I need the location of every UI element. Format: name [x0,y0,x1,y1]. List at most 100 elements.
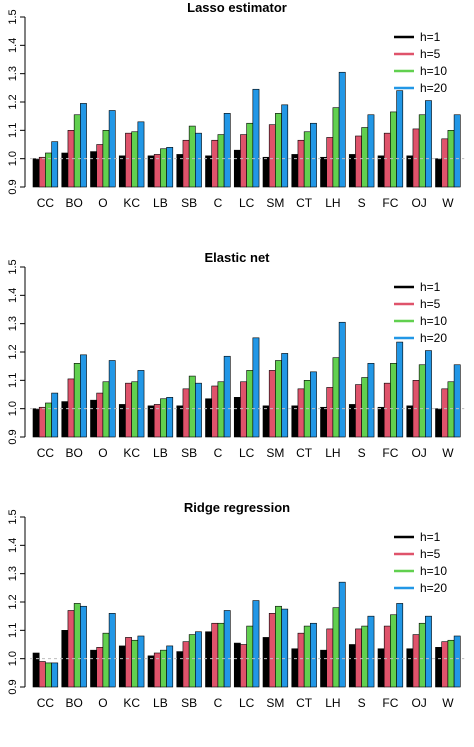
bar [390,111,397,188]
y-tick-label: 0.9 [7,179,19,194]
bar [240,644,247,688]
x-tick-label: SB [181,696,197,710]
chart-title: Ridge regression [184,500,290,515]
bar [396,603,404,688]
bar [38,156,46,188]
bar [233,642,241,688]
bar [252,600,260,688]
bar [338,71,346,188]
bar [406,648,414,688]
x-tick-label: SM [266,696,284,710]
bar [108,613,116,688]
bar [361,625,369,688]
bar [281,353,289,438]
x-tick-label: CC [37,696,55,710]
bar [205,631,212,688]
bar [233,397,241,438]
bar [268,613,276,688]
bar [310,122,317,188]
bar [268,370,276,438]
bar [383,132,391,188]
chart-panel: Ridge regression CC BO O KC LB SB C LC SM CT LH S FC O… [7,500,465,710]
bar [90,649,97,688]
bar [390,614,397,688]
bar [217,381,225,438]
bar [118,404,126,438]
y-tick-label: 1.2 [7,344,19,359]
bar [73,114,81,188]
bar [166,147,174,188]
x-tick-label: LC [239,196,255,210]
bar [326,387,334,438]
y-tick-label: 1.5 [7,259,19,274]
legend-label: h=10 [420,64,447,78]
x-tick-label: SM [266,446,284,460]
bar [240,134,247,188]
y-tick-label: 1.2 [7,94,19,109]
bar [131,381,139,438]
bar [348,644,356,688]
bar [332,107,340,188]
bar [435,647,442,688]
bar [38,661,46,688]
bar [125,132,132,188]
bar [73,603,81,688]
bar [147,655,155,688]
bar [246,625,254,688]
bar [310,371,317,438]
bar [275,605,282,688]
x-tick-label: BO [65,196,82,210]
bar [45,662,52,688]
bar [205,398,212,438]
x-tick-label: KC [123,196,140,210]
bar [211,385,219,438]
bar [297,632,305,688]
bar [355,384,362,438]
y-tick-label: 0.9 [7,429,19,444]
legend-label: h=1 [420,30,441,44]
bar [102,381,110,438]
x-tick-label: LB [153,446,168,460]
x-tick-label: O [98,196,107,210]
y-tick-label: 1.1 [7,623,19,638]
chart-title: Elastic net [204,250,270,265]
bar [137,370,145,438]
bar [338,581,346,688]
x-tick-label: C [214,696,223,710]
bar [80,103,87,188]
bar [188,125,196,188]
bar [425,615,432,688]
bar [383,625,391,688]
bar [332,357,340,438]
chart-title: Lasso estimator [187,0,287,15]
x-tick-label: W [442,446,454,460]
bar [453,364,461,438]
bar [396,90,404,188]
bar [223,355,231,438]
bar [211,622,219,688]
bar [297,139,305,188]
bar [435,158,442,188]
bar [355,135,362,188]
x-tick-label: CC [37,196,55,210]
bar [32,408,40,438]
legend-label: h=20 [420,331,447,345]
bar [453,114,461,188]
bar [160,398,167,438]
bar [90,399,97,438]
bar [240,381,247,438]
x-tick-label: OJ [411,196,426,210]
bar [195,382,202,438]
bar [80,605,87,688]
x-tick-label: LB [153,196,168,210]
bar [326,137,334,188]
legend-label: h=20 [420,81,447,95]
bar [153,404,161,438]
bar [108,110,116,188]
legend-label: h=10 [420,314,447,328]
bar [332,607,340,688]
bar [182,139,190,188]
x-tick-label: S [358,696,366,710]
x-tick-label: S [358,446,366,460]
